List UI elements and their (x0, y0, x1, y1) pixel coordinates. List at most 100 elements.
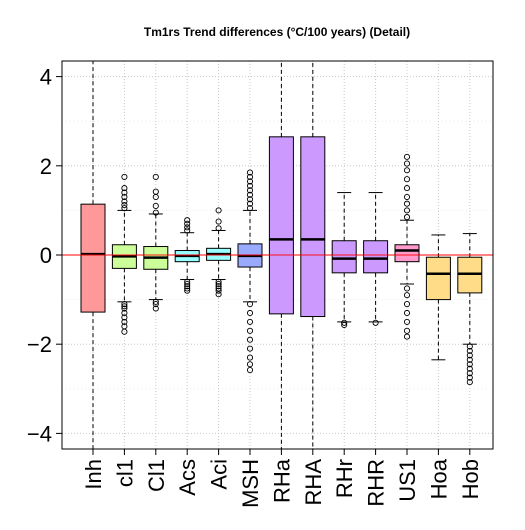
outlier-point (466, 347, 473, 354)
x-tick-label: Hob (458, 459, 483, 499)
outlier-point (121, 185, 128, 192)
x-tick-label: Acs (175, 459, 200, 496)
outlier-point (152, 193, 159, 201)
outlier-point (403, 193, 411, 201)
outlier-point (246, 205, 254, 212)
outlier-point (403, 309, 411, 317)
box-hoa (425, 234, 451, 361)
outlier-point (121, 189, 128, 196)
box-rect (268, 136, 294, 315)
box-hob (457, 233, 483, 386)
outlier-point (152, 188, 159, 195)
x-tick-label: RHR (364, 459, 389, 507)
outlier-point (121, 328, 128, 335)
box-rha (300, 61, 326, 449)
box-rha (268, 61, 294, 449)
x-tick-label: Inh (81, 459, 106, 490)
x-tick-label: MSH (238, 459, 263, 508)
outlier-point (152, 202, 159, 209)
outlier-point (403, 285, 411, 292)
outlier-point (466, 356, 473, 363)
outlier-point (215, 291, 222, 298)
box-aci (206, 207, 232, 298)
x-tick-label: Aci (207, 459, 232, 490)
outlier-point (121, 198, 128, 205)
outlier-point (403, 333, 411, 340)
outlier-point (184, 285, 191, 292)
outlier-point (152, 298, 159, 305)
outlier-point (403, 292, 411, 299)
outlier-point (215, 218, 222, 225)
outlier-point (121, 305, 128, 312)
outlier-point (466, 374, 473, 381)
outlier-point (246, 361, 254, 368)
outlier-point (341, 321, 348, 329)
outlier-point (184, 217, 191, 224)
outlier-point (184, 227, 191, 234)
y-tick-label: −4 (27, 421, 52, 446)
chart-title: Tm1rs Trend differences (°C/100 years) (… (144, 25, 410, 39)
outlier-point (246, 200, 254, 207)
outlier-point (121, 318, 128, 325)
y-tick-label: 0 (40, 243, 52, 268)
box-rect (425, 256, 451, 301)
outlier-point (403, 214, 411, 221)
outlier-point (246, 354, 254, 361)
outlier-point (184, 278, 191, 285)
outlier-point (246, 182, 254, 189)
outlier-point (403, 207, 411, 214)
outlier-point (121, 309, 128, 317)
x-tick-label: RHa (269, 458, 294, 503)
outlier-point (246, 169, 254, 176)
x-tick-label: Cl1 (144, 459, 169, 492)
box-rect (363, 240, 389, 274)
box-rect (80, 203, 106, 313)
outlier-point (246, 301, 254, 308)
outlier-point (246, 336, 254, 343)
outlier-point (246, 187, 254, 194)
outlier-point (184, 280, 191, 288)
outlier-point (184, 287, 191, 294)
outlier-point (184, 224, 191, 231)
outlier-point (246, 178, 254, 185)
outlier-point (215, 287, 222, 294)
outlier-point (152, 209, 159, 216)
outlier-point (215, 283, 222, 290)
outlier-point (246, 191, 254, 198)
outlier-point (466, 343, 473, 350)
box-rhr (331, 192, 357, 329)
outlier-point (403, 318, 411, 325)
outlier-point (246, 173, 254, 181)
outlier-point (466, 361, 473, 368)
y-tick-label: 4 (40, 65, 52, 90)
box-cl1 (143, 173, 169, 312)
outlier-point (246, 196, 254, 203)
box-us1 (394, 153, 420, 340)
x-tick-label: US1 (395, 459, 420, 502)
outlier-point (403, 185, 411, 192)
outlier-point (121, 303, 128, 310)
x-tick-label: cl1 (112, 459, 137, 487)
outlier-point (403, 160, 411, 167)
outlier-point (403, 200, 411, 207)
outlier-point (403, 153, 411, 160)
outlier-point (341, 319, 348, 326)
box-cl1 (111, 173, 137, 335)
outlier-point (466, 379, 473, 386)
outlier-point (184, 220, 191, 227)
outlier-point (121, 314, 128, 321)
outlier-point (215, 225, 222, 232)
outlier-point (466, 352, 473, 359)
y-tick-label: −2 (27, 332, 52, 357)
outlier-point (215, 278, 222, 285)
outlier-point (121, 202, 128, 209)
outlier-point (246, 367, 254, 374)
outlier-point (215, 207, 222, 214)
outlier-point (403, 176, 411, 183)
outlier-point (121, 193, 128, 201)
box-rect (331, 240, 357, 274)
outlier-point (246, 309, 254, 317)
outlier-point (403, 167, 411, 174)
box-rect (457, 256, 483, 294)
